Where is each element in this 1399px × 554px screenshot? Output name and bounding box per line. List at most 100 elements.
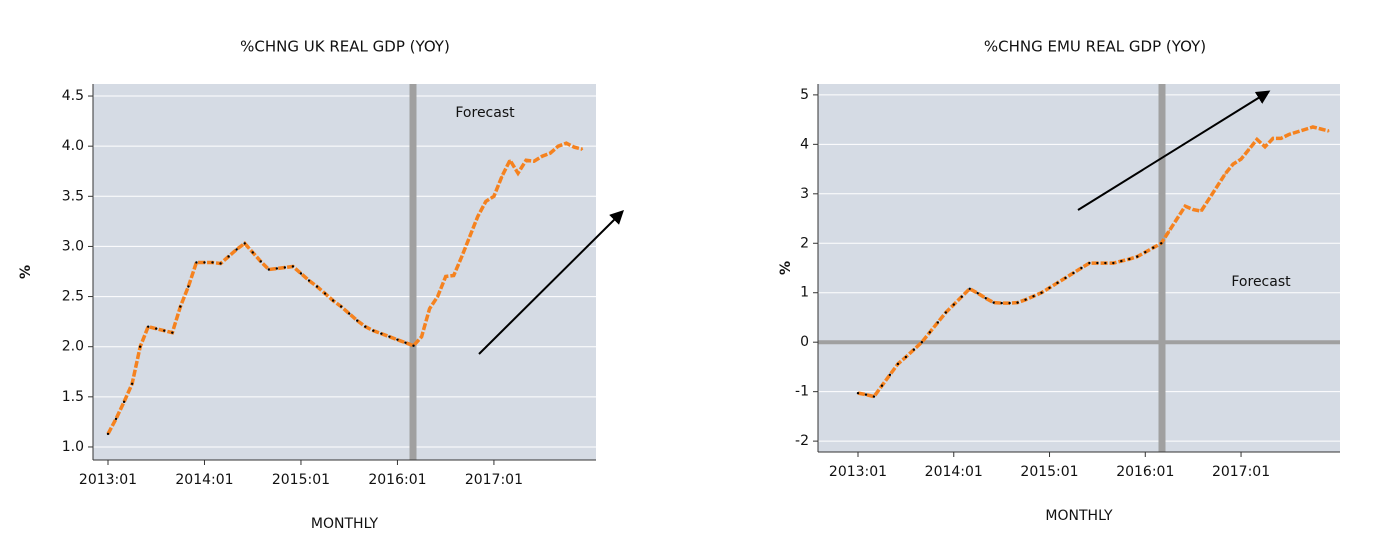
data-point <box>179 305 182 308</box>
data-point <box>1240 158 1242 160</box>
y-tick-label: 3.5 <box>62 188 84 204</box>
data-point <box>1144 250 1147 254</box>
trend-arrow <box>478 210 624 355</box>
data-point <box>436 295 439 298</box>
y-tick-label: 0 <box>800 334 809 350</box>
data-point <box>533 160 535 163</box>
data-point <box>1272 137 1274 140</box>
data-point <box>992 301 995 304</box>
data-point <box>1224 173 1226 175</box>
data-point <box>299 272 303 275</box>
y-axis-label: % <box>18 265 34 279</box>
y-tick-label: 4.5 <box>62 88 84 104</box>
y-axis-label: % <box>778 261 794 275</box>
data-point <box>1008 301 1011 305</box>
data-point <box>1312 126 1314 128</box>
data-point <box>1040 291 1043 294</box>
data-point <box>195 261 198 264</box>
data-point <box>1000 301 1003 305</box>
data-point <box>114 417 118 421</box>
y-tick-label: -1 <box>795 384 809 400</box>
data-point <box>1120 259 1123 263</box>
data-point <box>525 159 527 162</box>
data-point <box>283 266 287 269</box>
data-point <box>1136 255 1139 258</box>
data-point <box>509 159 511 162</box>
data-point <box>122 400 126 404</box>
data-point <box>541 155 543 157</box>
data-point <box>315 285 319 288</box>
data-point <box>1232 163 1234 165</box>
data-point <box>388 335 391 338</box>
data-point <box>380 332 383 335</box>
data-point <box>227 255 230 258</box>
plot-area <box>93 84 596 460</box>
data-point <box>864 393 868 396</box>
data-point <box>130 382 134 385</box>
data-point <box>1096 261 1099 265</box>
x-tick-label: 2014:01 <box>925 464 983 480</box>
data-point <box>1016 301 1019 304</box>
data-point <box>1032 294 1035 298</box>
trend-arrow <box>1077 90 1271 211</box>
data-point <box>1024 298 1027 301</box>
data-point <box>1128 257 1131 261</box>
data-point <box>1176 217 1178 220</box>
data-point <box>880 384 884 387</box>
data-point <box>1184 205 1186 207</box>
data-point <box>372 329 375 332</box>
data-point <box>1280 137 1282 140</box>
y-tick-label: 5 <box>800 87 809 103</box>
x-tick-label: 2015:01 <box>272 472 330 488</box>
data-point <box>187 285 190 288</box>
data-point <box>444 275 447 278</box>
y-tick-label: 3.0 <box>62 238 84 254</box>
data-point <box>976 292 979 295</box>
x-axis-label: MONTHLY <box>1045 508 1113 524</box>
data-point <box>1248 148 1250 151</box>
data-point <box>1264 146 1266 148</box>
data-point <box>944 311 947 314</box>
data-point <box>573 146 576 148</box>
data-point <box>1064 276 1067 280</box>
y-tick-label: 1.0 <box>62 439 84 455</box>
data-point <box>1168 230 1171 232</box>
y-tick-label: 4 <box>800 136 809 152</box>
data-point <box>501 175 503 178</box>
data-point <box>171 331 174 334</box>
data-point <box>517 172 519 175</box>
data-point <box>565 142 568 144</box>
data-point <box>243 242 246 245</box>
x-tick-label: 2014:01 <box>175 472 233 488</box>
data-point <box>275 267 279 270</box>
data-point <box>211 261 214 264</box>
forecast-label: Forecast <box>1231 274 1291 290</box>
y-tick-label: 2 <box>800 235 809 251</box>
data-point <box>348 312 351 315</box>
y-tick-label: 2.5 <box>62 289 84 305</box>
data-point <box>549 152 551 154</box>
data-point <box>912 348 916 351</box>
data-point <box>106 432 110 436</box>
data-point <box>138 345 142 348</box>
data-point <box>235 248 238 251</box>
x-axis-label: MONTHLY <box>311 516 379 532</box>
x-tick-label: 2017:01 <box>1212 464 1270 480</box>
data-point <box>968 287 971 290</box>
data-point <box>1112 261 1115 265</box>
data-point <box>581 148 584 150</box>
data-point <box>331 299 335 302</box>
data-point <box>920 340 924 344</box>
data-point <box>412 344 415 347</box>
data-point <box>339 305 343 308</box>
data-point <box>557 145 560 147</box>
forecast-label: Forecast <box>455 105 515 121</box>
data-point <box>477 215 479 218</box>
data-point <box>203 261 206 264</box>
data-point <box>1160 242 1163 245</box>
data-line <box>106 141 583 435</box>
data-point <box>307 279 311 282</box>
data-point <box>259 260 262 263</box>
data-point <box>420 335 423 338</box>
